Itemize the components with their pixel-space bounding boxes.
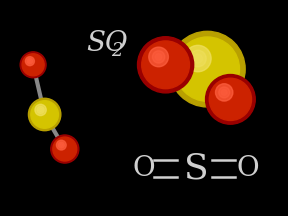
Circle shape (39, 108, 43, 112)
Circle shape (209, 78, 251, 121)
Circle shape (137, 37, 194, 93)
Circle shape (155, 54, 162, 60)
Circle shape (53, 137, 77, 161)
Circle shape (221, 89, 227, 95)
Circle shape (22, 54, 44, 76)
Circle shape (35, 104, 46, 116)
Circle shape (215, 84, 233, 101)
Text: 2: 2 (111, 42, 122, 60)
Circle shape (27, 58, 33, 64)
Circle shape (37, 106, 44, 114)
Circle shape (149, 47, 168, 67)
Circle shape (206, 75, 255, 124)
Circle shape (185, 45, 211, 72)
Circle shape (193, 54, 202, 63)
Circle shape (51, 135, 79, 163)
Circle shape (219, 87, 230, 98)
Circle shape (56, 140, 66, 150)
Circle shape (60, 143, 63, 147)
Circle shape (29, 98, 61, 131)
Text: S: S (183, 151, 208, 186)
Circle shape (175, 37, 240, 101)
Text: O: O (236, 155, 259, 182)
Text: O: O (133, 155, 155, 182)
Circle shape (152, 51, 165, 63)
Circle shape (142, 41, 190, 89)
Circle shape (170, 31, 245, 107)
Circle shape (31, 101, 58, 128)
Circle shape (25, 57, 35, 66)
Circle shape (20, 52, 46, 78)
Circle shape (58, 142, 65, 148)
Circle shape (28, 60, 31, 63)
Text: SO: SO (86, 30, 128, 57)
Circle shape (190, 50, 206, 67)
